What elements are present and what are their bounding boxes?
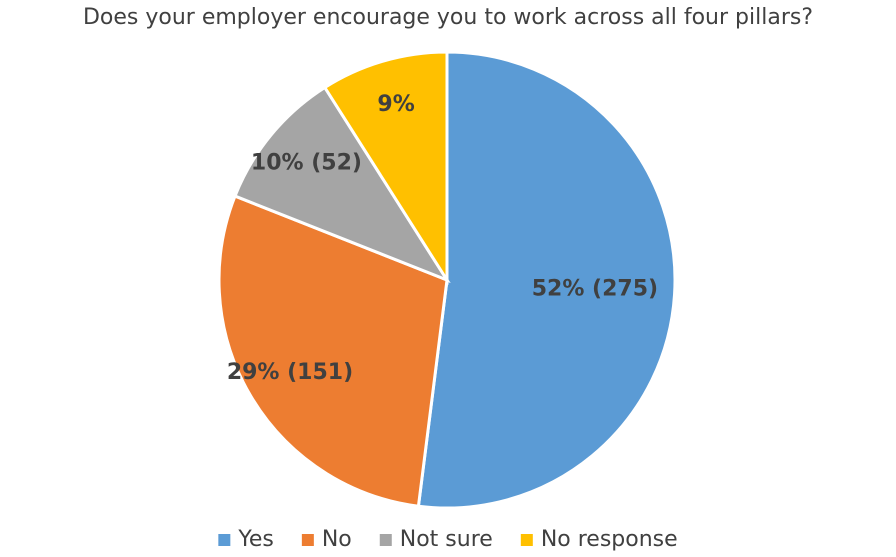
pie-slice — [217, 194, 449, 508]
data-label: 29% (151) — [227, 360, 353, 385]
chart-title: Does your employer encourage you to work… — [83, 5, 813, 30]
legend-label: Yes — [237, 527, 274, 552]
legend-label: Not sure — [400, 527, 493, 552]
legend-label: No response — [541, 527, 678, 552]
pie-slice — [233, 85, 451, 284]
legend-swatch — [301, 534, 314, 546]
legend-label: No — [322, 527, 352, 552]
data-label: 10% (52) — [251, 151, 362, 176]
data-label: 52% (275) — [532, 276, 658, 301]
legend-swatch — [379, 534, 392, 546]
data-label: 9% — [377, 92, 414, 117]
legend-swatch — [520, 534, 533, 546]
legend-swatch — [218, 534, 231, 546]
pie-slice — [416, 50, 677, 510]
pie-slice — [322, 50, 449, 286]
